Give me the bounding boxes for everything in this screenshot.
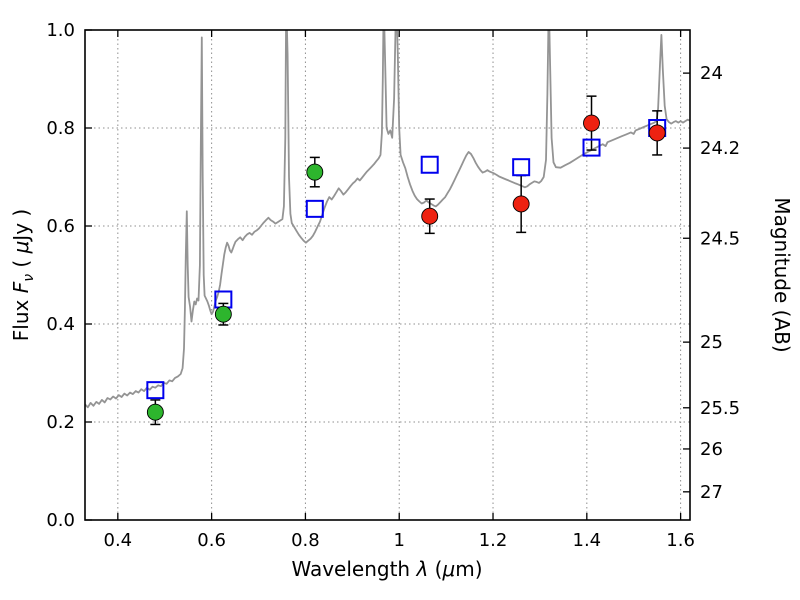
axis-ticks	[85, 29, 690, 521]
x-tick-label: 1.2	[479, 530, 508, 551]
y-tick-label-left: 0.2	[46, 412, 75, 433]
grid	[85, 29, 690, 521]
marker-circle	[648, 124, 666, 142]
observed-photometry-optical-errorbars	[150, 156, 320, 426]
y-tick-label-left: 0.0	[46, 510, 75, 531]
chart-plot-area: 0.4 0.6 0.8 1 1.2 1.4 1.6 0.0 0.2 0.4 0.6 0.8 1.0 24 2…	[46, 20, 740, 551]
marker-open-square	[512, 158, 531, 177]
flux-label-text: Flux	[9, 293, 33, 341]
plot-frame	[84, 29, 691, 521]
y-axis-label-left: Flux Fν ( μJy )	[9, 209, 37, 341]
mu-symbol-flux: μ	[9, 241, 33, 255]
spectrum-line	[85, 30, 690, 409]
marker-circle	[214, 305, 232, 323]
y-tick-label-right: 24.2	[700, 138, 740, 159]
y-tick-label-right: 25	[700, 332, 723, 353]
x-tick-label: 0.4	[104, 530, 133, 551]
x-tick-label: 1.4	[573, 530, 602, 551]
lambda-symbol: λ	[415, 557, 428, 581]
x-tick-label: 1.6	[666, 530, 695, 551]
marker-circle	[583, 114, 600, 132]
model-photometry-squares	[146, 119, 667, 400]
flux-symbol: F	[9, 281, 33, 293]
y-tick-label-left: 0.4	[46, 314, 75, 335]
x-tick-label: 0.6	[197, 530, 226, 551]
marker-open-square	[146, 381, 165, 400]
y-tick-label-left: 1.0	[46, 20, 75, 41]
marker-circle	[306, 163, 324, 181]
marker-circle	[421, 207, 439, 225]
nu-subscript: ν	[21, 274, 37, 282]
marker-circle	[512, 195, 530, 213]
mu-symbol: μ	[441, 557, 455, 581]
flux-label-unit: Jy )	[9, 209, 33, 243]
y-tick-label-right: 26	[700, 439, 723, 460]
x-tick-label: 1	[393, 530, 404, 551]
marker-open-square	[305, 199, 324, 218]
y-tick-label-right: 24.5	[700, 228, 740, 249]
y-tick-label-right: 24	[700, 63, 723, 84]
marker-open-square	[582, 138, 601, 157]
y-tick-label-right: 27	[700, 482, 723, 503]
marker-circle	[146, 403, 164, 421]
y-tick-label-right: 25.5	[700, 398, 740, 419]
observed-photometry-infrared-errorbars	[424, 95, 663, 235]
x-axis-label-text: Wavelength	[291, 557, 416, 581]
marker-open-square	[420, 155, 439, 174]
x-axis-label-unit: m)	[455, 557, 482, 581]
x-tick-label: 0.8	[291, 530, 320, 551]
x-axis-label-paren: (	[428, 557, 442, 581]
flux-label-paren: (	[9, 253, 33, 274]
observed-photometry-optical	[146, 163, 324, 421]
observed-photometry-infrared	[421, 114, 666, 225]
y-tick-label-left: 0.6	[46, 216, 75, 237]
x-axis-label: Wavelength λ (μm)	[291, 557, 482, 581]
y-axis-label-right: Magnitude (AB)	[770, 197, 794, 352]
y-tick-label-left: 0.8	[46, 118, 75, 139]
